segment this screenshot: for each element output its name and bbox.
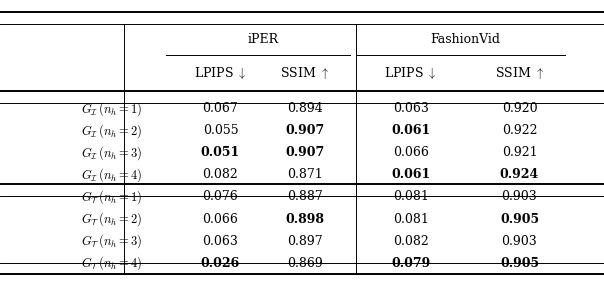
Text: 0.905: 0.905 xyxy=(500,212,539,226)
Text: 0.903: 0.903 xyxy=(501,235,538,248)
Text: 0.067: 0.067 xyxy=(202,102,239,115)
Text: 0.076: 0.076 xyxy=(202,190,239,204)
Text: 0.081: 0.081 xyxy=(393,190,429,204)
Text: 0.051: 0.051 xyxy=(201,146,240,159)
Text: 0.907: 0.907 xyxy=(286,124,324,137)
Text: 0.055: 0.055 xyxy=(203,124,238,137)
Text: 0.907: 0.907 xyxy=(286,146,324,159)
Text: 0.082: 0.082 xyxy=(393,235,429,248)
Text: SSIM $\uparrow$: SSIM $\uparrow$ xyxy=(280,65,330,81)
Text: 0.897: 0.897 xyxy=(288,235,323,248)
Text: 0.921: 0.921 xyxy=(502,146,537,159)
Text: 0.061: 0.061 xyxy=(391,168,430,181)
Text: 0.922: 0.922 xyxy=(502,124,537,137)
Text: 0.026: 0.026 xyxy=(201,257,240,270)
Text: 0.894: 0.894 xyxy=(287,102,323,115)
Text: 0.898: 0.898 xyxy=(286,212,324,226)
Text: 0.869: 0.869 xyxy=(287,257,323,270)
Text: $G_{\mathcal{I}}\,(n_h=1)$: $G_{\mathcal{I}}\,(n_h=1)$ xyxy=(81,100,143,118)
Text: LPIPS $\downarrow$: LPIPS $\downarrow$ xyxy=(194,65,247,81)
Text: FashionVid: FashionVid xyxy=(430,33,500,46)
Text: 0.887: 0.887 xyxy=(287,190,323,204)
Text: $G_{\mathcal{T}}\,(n_h=4)$: $G_{\mathcal{T}}\,(n_h=4)$ xyxy=(81,254,143,272)
Text: 0.063: 0.063 xyxy=(393,102,429,115)
Text: 0.903: 0.903 xyxy=(501,190,538,204)
Text: 0.082: 0.082 xyxy=(202,168,239,181)
Text: $G_{\mathcal{I}}\,(n_h=2)$: $G_{\mathcal{I}}\,(n_h=2)$ xyxy=(81,122,143,140)
Text: iPER: iPER xyxy=(247,33,278,46)
Text: 0.081: 0.081 xyxy=(393,212,429,226)
Text: $G_{\mathcal{I}}\,(n_h=4)$: $G_{\mathcal{I}}\,(n_h=4)$ xyxy=(81,166,143,184)
Text: $G_{\mathcal{T}}\,(n_h=2)$: $G_{\mathcal{T}}\,(n_h=2)$ xyxy=(81,210,143,228)
Text: 0.063: 0.063 xyxy=(202,235,239,248)
Text: 0.066: 0.066 xyxy=(393,146,429,159)
Text: 0.920: 0.920 xyxy=(502,102,537,115)
Text: 0.871: 0.871 xyxy=(287,168,323,181)
Text: SSIM $\uparrow$: SSIM $\uparrow$ xyxy=(495,65,544,81)
Text: 0.061: 0.061 xyxy=(391,124,430,137)
Text: 0.905: 0.905 xyxy=(500,257,539,270)
Text: 0.079: 0.079 xyxy=(391,257,430,270)
Text: 0.066: 0.066 xyxy=(202,212,239,226)
Text: $G_{\mathcal{I}}\,(n_h=3)$: $G_{\mathcal{I}}\,(n_h=3)$ xyxy=(81,144,143,162)
Text: $G_{\mathcal{T}}\,(n_h=3)$: $G_{\mathcal{T}}\,(n_h=3)$ xyxy=(81,232,143,250)
Text: 0.924: 0.924 xyxy=(500,168,539,181)
Text: $G_{\mathcal{T}}\,(n_h=1)$: $G_{\mathcal{T}}\,(n_h=1)$ xyxy=(81,188,143,206)
Text: LPIPS $\downarrow$: LPIPS $\downarrow$ xyxy=(384,65,437,81)
